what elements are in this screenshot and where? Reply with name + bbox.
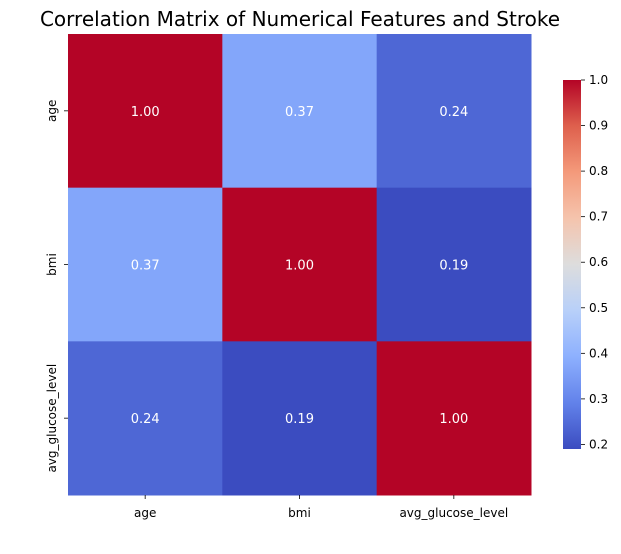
heatmap-cell [68, 341, 223, 496]
heatmap-cell-label: 0.24 [131, 412, 160, 427]
heatmap-cell [68, 187, 223, 342]
colorbar-tick-label: 0.6 [589, 255, 608, 269]
colorbar-tick-label: 0.7 [589, 210, 608, 224]
heatmap-cells [68, 34, 532, 496]
heatmap-cell-label: 1.00 [439, 412, 468, 427]
colorbar-tick-label: 0.9 [589, 119, 608, 133]
heatmap-cell-labels: 1.00 0.37 0.24 0.37 1.00 0.19 0.24 0.19 1.00 [131, 105, 469, 427]
x-tick-label: bmi [288, 506, 311, 520]
colorbar: 0.2 0.3 0.4 0.5 0.6 0.7 0.8 0.9 1.0 [563, 73, 608, 451]
colorbar-tick-label: 0.5 [589, 301, 608, 315]
heatmap-cell [376, 341, 532, 496]
heatmap-cell-label: 0.19 [439, 259, 468, 274]
colorbar-tick-label: 1.0 [589, 73, 608, 87]
heatmap-cell [376, 34, 532, 189]
colorbar-tick-label: 0.3 [589, 392, 608, 406]
heatmap-cell-label: 0.37 [285, 105, 314, 120]
heatmap-cell [222, 341, 378, 496]
colorbar-tick-label: 0.4 [589, 346, 608, 360]
heatmap-cell-label: 0.37 [131, 259, 160, 274]
y-axis-ticks: age bmi avg_glucose_level [45, 100, 68, 473]
chart-title: Correlation Matrix of Numerical Features… [40, 7, 560, 31]
heatmap-cell-label: 1.00 [131, 105, 160, 120]
x-tick-label: avg_glucose_level [399, 506, 508, 520]
colorbar-gradient [563, 80, 581, 449]
y-tick-label: age [45, 100, 59, 122]
y-tick-label: avg_glucose_level [45, 364, 59, 473]
heatmap-cell [222, 34, 378, 189]
heatmap-cell-label: 1.00 [285, 259, 314, 274]
y-tick-label: bmi [45, 253, 59, 276]
heatmap-cell [68, 34, 223, 189]
x-axis-ticks: age bmi avg_glucose_level [134, 495, 508, 520]
heatmap-cell-label: 0.19 [285, 412, 314, 427]
colorbar-tick-label: 0.8 [589, 164, 608, 178]
heatmap-cell [222, 187, 378, 342]
heatmap-cell [376, 187, 532, 342]
heatmap-cell-label: 0.24 [439, 105, 468, 120]
x-tick-label: age [134, 506, 156, 520]
colorbar-tick-label: 0.2 [589, 437, 608, 451]
